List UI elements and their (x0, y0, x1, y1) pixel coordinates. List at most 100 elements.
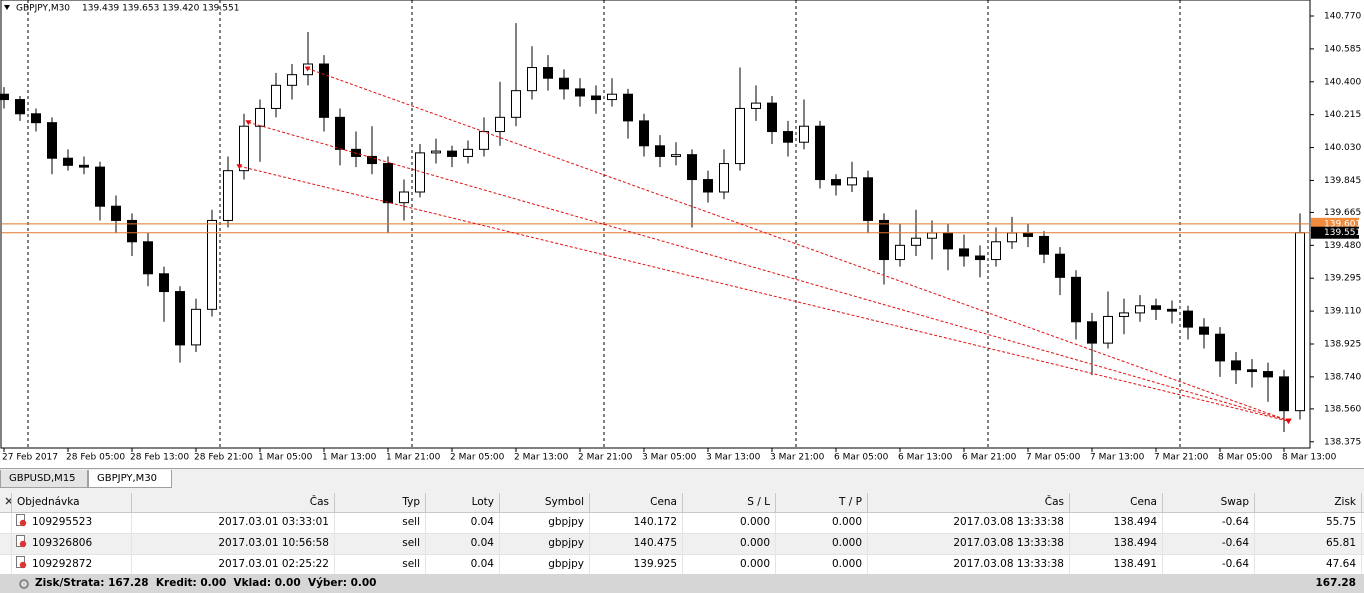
cell-text: 0.000 (831, 558, 862, 570)
candle-body (1103, 315, 1113, 344)
row-gutter (0, 534, 12, 554)
candle-body (319, 63, 329, 118)
candle-body (0, 93, 9, 101)
candle-body (479, 131, 489, 150)
candle-body (31, 113, 41, 124)
y-tick-label: 140.030 (1324, 143, 1361, 153)
x-tick-label: 1 Mar 05:00 (258, 453, 313, 463)
row-gutter (0, 555, 12, 575)
price-tag-label: 139.601 (1324, 219, 1361, 229)
table-cell: gbpjpy (500, 534, 590, 554)
chart-tab[interactable]: GBPJPY,M30 (88, 470, 172, 488)
candle-body (895, 244, 905, 261)
cell-text: 0.04 (470, 537, 494, 549)
candle-body (511, 90, 521, 118)
candle-body (703, 179, 713, 193)
table-cell: -0.64 (1163, 555, 1255, 575)
column-header[interactable]: Swap (1163, 493, 1255, 512)
candle-body (1167, 308, 1177, 312)
y-tick-label: 139.295 (1324, 274, 1361, 284)
chart-tab[interactable]: GBPUSD,M15 (0, 470, 88, 488)
cell-text: -0.64 (1221, 516, 1249, 528)
candle-body (863, 177, 873, 221)
column-header[interactable]: S / L (683, 493, 776, 512)
cell-text: 0.000 (739, 537, 770, 549)
table-cell: 65.81 (1255, 534, 1362, 554)
cell-text: 139.925 (633, 558, 677, 570)
candle-body (1279, 376, 1289, 412)
cell-text: 2017.03.01 03:33:01 (218, 516, 329, 528)
candle-body (255, 107, 265, 127)
trade-row[interactable]: 109295523 2017.03.01 03:33:01 sell 0.04 gbpj… (0, 513, 1364, 534)
candle-body (1007, 232, 1017, 243)
y-tick-label: 139.845 (1324, 176, 1361, 186)
table-cell: 140.475 (590, 534, 683, 554)
candle-body (1151, 305, 1161, 310)
close-button[interactable] (0, 493, 12, 512)
column-header[interactable]: Objednávka (12, 493, 132, 512)
order-icon (16, 514, 27, 527)
candle-body (1039, 235, 1049, 255)
chart-menu-arrow[interactable] (4, 5, 10, 10)
candle-body (447, 150, 457, 157)
column-header[interactable]: T / P (776, 493, 868, 512)
trade-row[interactable]: 109326806 2017.03.01 10:56:58 sell 0.04 gbpj… (0, 534, 1364, 555)
candle-body (15, 99, 25, 115)
candle-body (799, 125, 809, 143)
trade-open-marker (245, 120, 252, 126)
column-header[interactable]: Cena (590, 493, 683, 512)
table-cell: -0.64 (1163, 513, 1255, 533)
candle-body (831, 179, 841, 186)
x-tick-label: 2 Mar 05:00 (450, 453, 505, 463)
table-cell: 0.04 (426, 555, 500, 575)
y-tick-label: 138.740 (1324, 372, 1361, 382)
candle-body (847, 177, 857, 186)
candle-body (607, 93, 617, 101)
x-tick-label: 1 Mar 13:00 (322, 453, 377, 463)
cell-text: 0.000 (831, 537, 862, 549)
column-header[interactable]: Loty (426, 493, 500, 512)
x-tick-label: 2 Mar 13:00 (514, 453, 569, 463)
column-header[interactable]: Čas (868, 493, 1070, 512)
candle-body (191, 308, 201, 346)
cell-text: 0.000 (739, 558, 770, 570)
cell-text: 0.04 (470, 558, 494, 570)
table-cell: 47.64 (1255, 555, 1362, 575)
candle-body (415, 152, 425, 193)
column-header[interactable]: Cena (1070, 493, 1163, 512)
trade-row[interactable]: 109292872 2017.03.01 02:25:22 sell 0.04 gbpj… (0, 555, 1364, 576)
cell-text: 0.04 (470, 516, 494, 528)
column-header[interactable]: Čas (132, 493, 335, 512)
table-cell: 138.491 (1070, 555, 1163, 575)
cell-text: 138.494 (1113, 516, 1157, 528)
x-tick-label: 3 Mar 21:00 (770, 453, 825, 463)
candle-body (1231, 360, 1241, 371)
candle-body (175, 291, 185, 346)
close-icon (5, 497, 11, 505)
table-cell: gbpjpy (500, 555, 590, 575)
candle-body (223, 170, 233, 221)
cell-text: 0.000 (831, 516, 862, 528)
column-header[interactable]: Symbol (500, 493, 590, 512)
candle-body (159, 273, 169, 293)
column-header[interactable]: Typ (335, 493, 426, 512)
cell-text: -0.64 (1221, 537, 1249, 549)
cell-text: 109295523 (32, 516, 93, 528)
candle-body (1087, 321, 1097, 344)
price-tag-label: 139.551 (1324, 228, 1361, 238)
x-tick-label: 7 Mar 21:00 (1154, 453, 1209, 463)
candle-body (367, 155, 377, 165)
column-header[interactable]: Zisk (1255, 493, 1362, 512)
table-cell: 0.000 (776, 513, 868, 533)
candle-body (943, 232, 953, 250)
cell-text: gbpjpy (548, 516, 584, 528)
x-tick-label: 6 Mar 05:00 (834, 453, 889, 463)
candle-body (655, 145, 665, 157)
trade-open-marker (304, 66, 311, 72)
candle-body (1119, 312, 1129, 317)
candle-body (959, 248, 969, 257)
candle-body (1247, 369, 1257, 373)
candle-body (735, 107, 745, 165)
